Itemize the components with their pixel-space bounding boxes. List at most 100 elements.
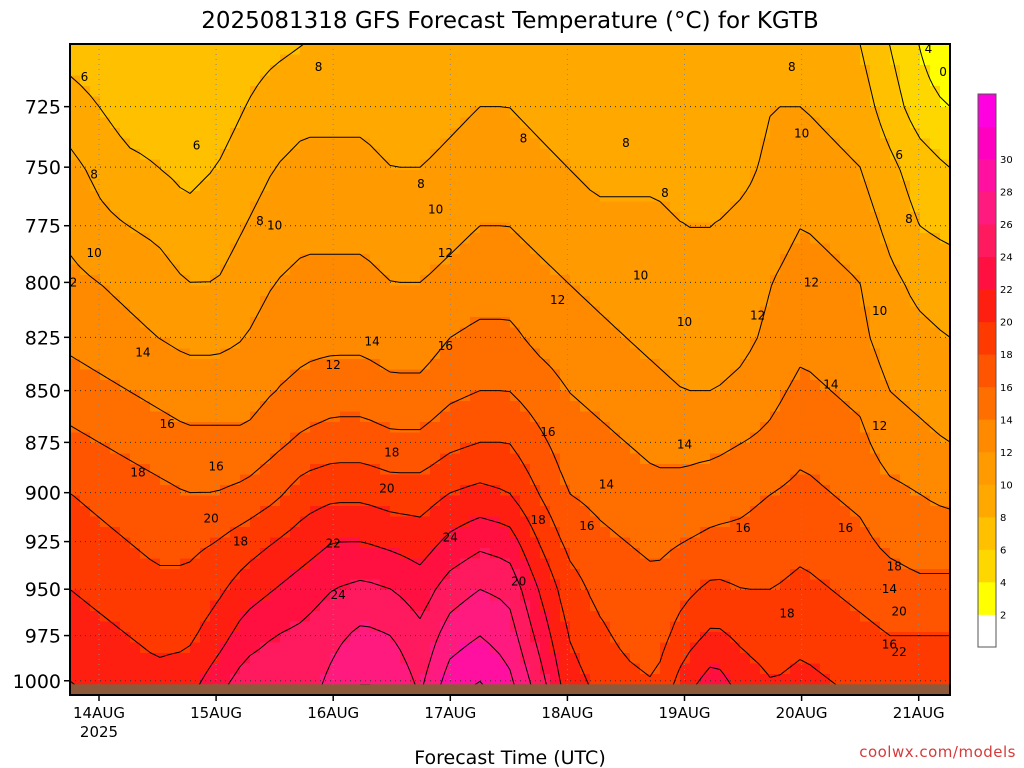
temperature-cell <box>440 422 451 434</box>
temperature-cell <box>120 86 131 98</box>
temperature-cell <box>70 590 81 602</box>
temperature-cell <box>590 527 601 539</box>
temperature-cell <box>770 453 781 465</box>
temperature-cell <box>450 159 461 171</box>
temperature-cell <box>130 65 141 77</box>
temperature-cell <box>360 54 371 66</box>
temperature-cell <box>260 233 271 245</box>
temperature-cell <box>800 506 811 518</box>
temperature-cell <box>220 212 231 224</box>
temperature-cell <box>940 264 950 276</box>
temperature-cell <box>610 75 621 87</box>
temperature-cell <box>80 453 91 465</box>
temperature-cell <box>920 558 931 570</box>
temperature-cell <box>880 443 891 455</box>
temperature-cell <box>620 149 631 161</box>
temperature-cell <box>770 537 781 549</box>
temperature-cell <box>580 621 591 633</box>
temperature-cell <box>930 474 941 486</box>
temperature-cell <box>130 243 141 255</box>
temperature-cell <box>80 264 91 276</box>
temperature-cell <box>610 621 621 633</box>
temperature-cell <box>240 621 251 633</box>
temperature-cell <box>530 222 541 234</box>
temperature-cell <box>470 54 481 66</box>
temperature-cell <box>230 611 241 623</box>
temperature-cell <box>940 180 950 192</box>
temperature-cell <box>610 86 621 98</box>
temperature-cell <box>620 222 631 234</box>
temperature-cell <box>80 222 91 234</box>
temperature-cell <box>820 464 831 476</box>
temperature-cell <box>520 159 531 171</box>
temperature-cell <box>660 159 671 171</box>
temperature-cell <box>840 285 851 297</box>
temperature-cell <box>130 201 141 213</box>
temperature-cell <box>190 548 201 560</box>
temperature-cell <box>830 359 841 371</box>
temperature-cell <box>610 485 621 497</box>
temperature-cell <box>310 348 321 360</box>
temperature-cell <box>460 548 471 560</box>
temperature-cell <box>850 569 861 581</box>
temperature-cell <box>70 401 81 413</box>
temperature-cell <box>750 432 761 444</box>
temperature-cell <box>360 432 371 444</box>
temperature-cell <box>940 243 950 255</box>
temperature-cell <box>430 201 441 213</box>
temperature-cell <box>600 128 611 140</box>
temperature-cell <box>260 474 271 486</box>
temperature-cell <box>740 579 751 591</box>
temperature-cell <box>660 422 671 434</box>
temperature-cell <box>860 380 871 392</box>
temperature-cell <box>170 380 181 392</box>
temperature-cell <box>730 86 741 98</box>
temperature-cell <box>110 149 121 161</box>
temperature-cell <box>830 432 841 444</box>
temperature-cell <box>760 506 771 518</box>
temperature-cell <box>750 149 761 161</box>
temperature-cell <box>220 390 231 402</box>
temperature-cell <box>100 212 111 224</box>
temperature-cell <box>870 600 881 612</box>
temperature-cell <box>120 128 131 140</box>
temperature-cell <box>750 380 761 392</box>
temperature-cell <box>340 537 351 549</box>
temperature-cell <box>670 117 681 129</box>
temperature-cell <box>150 254 161 266</box>
temperature-cell <box>220 170 231 182</box>
temperature-cell <box>880 537 891 549</box>
temperature-cell <box>590 348 601 360</box>
temperature-cell <box>630 65 641 77</box>
temperature-cell <box>460 380 471 392</box>
temperature-cell <box>720 516 731 528</box>
temperature-cell <box>210 380 221 392</box>
temperature-cell <box>830 443 841 455</box>
temperature-cell <box>290 380 301 392</box>
temperature-cell <box>170 527 181 539</box>
temperature-cell <box>260 621 271 633</box>
temperature-cell <box>560 516 571 528</box>
temperature-cell <box>80 212 91 224</box>
temperature-cell <box>430 548 441 560</box>
temperature-cell <box>580 632 591 644</box>
temperature-cell <box>360 117 371 129</box>
temperature-cell <box>620 380 631 392</box>
temperature-cell <box>710 191 721 203</box>
temperature-cell <box>880 338 891 350</box>
temperature-cell <box>470 222 481 234</box>
temperature-cell <box>900 96 911 108</box>
temperature-cell <box>670 317 681 329</box>
temperature-cell <box>90 180 101 192</box>
temperature-cell <box>580 149 591 161</box>
temperature-cell <box>740 222 751 234</box>
temperature-cell <box>810 317 821 329</box>
temperature-cell <box>910 54 921 66</box>
temperature-cell <box>740 390 751 402</box>
temperature-cell <box>500 264 511 276</box>
temperature-cell <box>300 75 311 87</box>
temperature-cell <box>160 65 171 77</box>
temperature-cell <box>780 569 791 581</box>
temperature-cell <box>360 180 371 192</box>
temperature-cell <box>670 474 681 486</box>
